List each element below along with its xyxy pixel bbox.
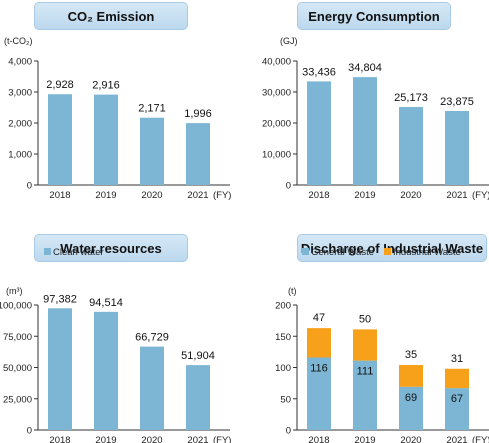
energy-bar bbox=[445, 110, 469, 185]
co2-data-label: 2,928 bbox=[46, 79, 74, 91]
waste-legend-swatch-industrial bbox=[384, 248, 391, 255]
co2-data-label: 2,171 bbox=[138, 103, 166, 115]
energy-data-label: 25,173 bbox=[394, 92, 428, 104]
energy-bar bbox=[399, 106, 423, 185]
waste-y-tick-label: 150 bbox=[275, 332, 291, 343]
energy-chart-title: Energy Consumption bbox=[297, 2, 451, 30]
waste-bar-general bbox=[307, 357, 331, 430]
co2-data-label: 2,916 bbox=[92, 80, 120, 92]
waste-bar-general bbox=[353, 360, 377, 430]
energy-unit-label: (GJ) bbox=[280, 36, 298, 46]
waste-chart-title: Discharge of Industrial Waste bbox=[297, 234, 487, 262]
energy-bar bbox=[353, 77, 377, 185]
water-bar bbox=[140, 346, 164, 430]
waste-y-tick-label: 100 bbox=[275, 363, 291, 374]
waste-legend-label-industrial: Industrial Waste bbox=[393, 247, 461, 258]
energy-y-tick-label: 20,000 bbox=[262, 119, 291, 130]
water-data-label: 51,904 bbox=[181, 350, 215, 362]
waste-y-tick-label: 200 bbox=[275, 301, 291, 312]
water-y-tick-label: 75,000 bbox=[3, 332, 32, 343]
waste-bar-industrial bbox=[399, 365, 423, 387]
waste-x-tick-label: 2018 bbox=[308, 435, 329, 443]
energy-x-tick-label: 2021 bbox=[446, 190, 467, 201]
water-legend-swatch bbox=[44, 248, 51, 255]
co2-y-tick-label: 1,000 bbox=[8, 150, 32, 161]
waste-bar-general bbox=[399, 386, 423, 430]
energy-data-label: 33,436 bbox=[302, 66, 336, 78]
co2-bar bbox=[94, 94, 118, 185]
energy-x-tick-label: 2019 bbox=[354, 190, 375, 201]
waste-legend-label-general: General Waste bbox=[311, 247, 374, 258]
co2-x-tick-label: 2021 bbox=[187, 190, 208, 201]
waste-x-tick-label: 2019 bbox=[354, 435, 375, 443]
energy-bar bbox=[307, 81, 331, 185]
energy-consumption-chart: (GJ) 0 10,000 20,000 30,000 40,000 33,436 2018 3… bbox=[262, 36, 489, 201]
energy-x-tick-label: 2018 bbox=[308, 190, 329, 201]
water-bar bbox=[48, 308, 72, 430]
waste-x-tick-label: 2021 bbox=[446, 435, 467, 443]
waste-unit-label: (t) bbox=[288, 286, 297, 296]
co2-x-tick-label: 2020 bbox=[141, 190, 162, 201]
water-y-tick-label: 0 bbox=[27, 426, 32, 437]
energy-data-label: 34,804 bbox=[348, 62, 382, 74]
co2-y-tick-label: 3,000 bbox=[8, 88, 32, 99]
water-data-label: 94,514 bbox=[89, 297, 123, 309]
waste-data-label-industrial: 50 bbox=[359, 313, 371, 325]
water-fy-label: (FY) bbox=[213, 435, 231, 443]
energy-y-tick-label: 30,000 bbox=[262, 88, 291, 99]
waste-data-label-general: 111 bbox=[357, 366, 374, 378]
energy-x-tick-label: 2020 bbox=[400, 190, 421, 201]
water-bar bbox=[94, 311, 118, 430]
waste-bar-industrial bbox=[353, 329, 377, 361]
waste-legend-swatch-general bbox=[302, 248, 309, 255]
waste-data-label-general: 69 bbox=[405, 392, 417, 404]
water-data-label: 66,729 bbox=[135, 332, 169, 344]
water-x-tick-label: 2018 bbox=[49, 435, 70, 443]
water-legend-label: Clean water bbox=[53, 247, 104, 258]
waste-data-label-industrial: 31 bbox=[451, 353, 463, 365]
energy-y-tick-label: 0 bbox=[286, 181, 291, 192]
co2-bar bbox=[48, 94, 72, 185]
co2-chart-title: CO₂ Emission bbox=[34, 2, 188, 30]
co2-x-tick-label: 2019 bbox=[95, 190, 116, 201]
co2-fy-label: (FY) bbox=[213, 190, 231, 201]
waste-y-tick-label: 0 bbox=[286, 426, 291, 437]
water-y-tick-label: 50,000 bbox=[3, 363, 32, 374]
co2-y-tick-label: 4,000 bbox=[8, 57, 32, 68]
waste-data-label-industrial: 35 bbox=[405, 349, 417, 361]
industrial-waste-chart: (t) 0 50 100 150 200 116 47 2018 111 50 2019 69 35 202… bbox=[275, 247, 489, 443]
water-resources-chart: (m³) 0 25,000 50,000 75,000 100,000 97,382 2018… bbox=[0, 247, 231, 443]
water-y-tick-label: 25,000 bbox=[3, 394, 32, 405]
water-y-tick-label: 100,000 bbox=[0, 301, 32, 312]
water-data-label: 97,382 bbox=[43, 293, 77, 305]
water-unit-label: (m³) bbox=[6, 286, 23, 296]
co2-bar bbox=[140, 117, 164, 185]
water-x-tick-label: 2021 bbox=[187, 435, 208, 443]
water-x-tick-label: 2019 bbox=[95, 435, 116, 443]
energy-fy-label: (FY) bbox=[472, 190, 489, 201]
waste-bar-industrial bbox=[445, 368, 469, 389]
co2-bar bbox=[186, 123, 210, 185]
waste-y-tick-label: 50 bbox=[280, 394, 291, 405]
co2-unit-label: (t-CO₂) bbox=[4, 36, 33, 46]
energy-y-tick-label: 10,000 bbox=[262, 150, 291, 161]
waste-data-label-general: 67 bbox=[451, 393, 463, 405]
waste-fy-label: (FY) bbox=[472, 435, 489, 443]
co2-data-label: 1,996 bbox=[184, 108, 212, 120]
waste-bar-general bbox=[445, 388, 469, 430]
water-chart-title: Water resources bbox=[34, 234, 188, 262]
waste-data-label-industrial: 47 bbox=[313, 312, 325, 324]
energy-y-tick-label: 40,000 bbox=[262, 57, 291, 68]
energy-data-label: 23,875 bbox=[440, 96, 474, 108]
waste-x-tick-label: 2020 bbox=[400, 435, 421, 443]
water-x-tick-label: 2020 bbox=[141, 435, 162, 443]
waste-data-label-general: 116 bbox=[310, 363, 328, 375]
water-bar bbox=[186, 365, 210, 430]
co2-y-tick-label: 2,000 bbox=[8, 119, 32, 130]
co2-emission-chart: (t-CO₂) 0 1,000 2,000 3,000 4,000 2,928 2018 2,9… bbox=[4, 36, 231, 201]
co2-x-tick-label: 2018 bbox=[49, 190, 70, 201]
waste-bar-industrial bbox=[307, 328, 331, 358]
co2-y-tick-label: 0 bbox=[27, 181, 32, 192]
